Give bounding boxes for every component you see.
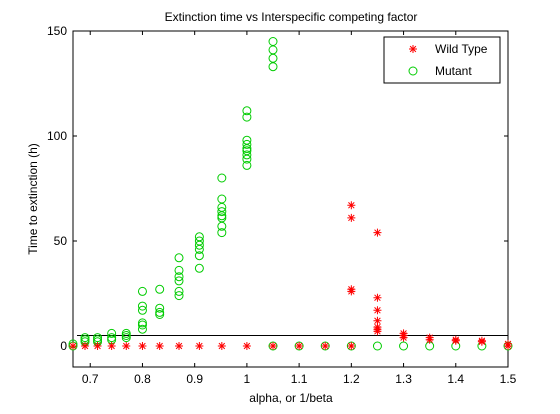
mutant-point bbox=[194, 251, 204, 261]
wild-type-point bbox=[217, 342, 226, 350]
mutant-point bbox=[242, 150, 252, 160]
mutant-point bbox=[107, 333, 117, 343]
x-tick-label: 1.2 bbox=[343, 372, 360, 386]
wild-type-point bbox=[295, 342, 304, 350]
wild-type-point bbox=[373, 327, 382, 336]
wild-type-point bbox=[373, 228, 382, 237]
x-tick-label: 1.1 bbox=[291, 372, 308, 386]
mutant-point bbox=[217, 173, 227, 183]
y-tick-label: 0 bbox=[60, 339, 67, 353]
mutant-point bbox=[80, 333, 90, 343]
mutant-point bbox=[174, 272, 184, 282]
wild-type-point bbox=[93, 342, 102, 350]
mutant-point bbox=[174, 265, 184, 275]
wild-type-point bbox=[477, 336, 486, 345]
mutant-point bbox=[217, 207, 227, 217]
wild-type-point bbox=[107, 342, 116, 350]
mutant-point bbox=[217, 213, 227, 223]
y-axis-label: Time to extinction (h) bbox=[26, 143, 40, 255]
wild-type-point bbox=[347, 342, 356, 350]
chart-title: Extinction time vs Interspecific competi… bbox=[165, 10, 418, 24]
x-tick-label: 1.3 bbox=[395, 372, 412, 386]
x-axis-label: alpha, or 1/beta bbox=[249, 391, 333, 405]
legend-label-wild-type: Wild Type bbox=[435, 42, 488, 56]
mutant-point bbox=[137, 286, 147, 296]
mutant-point bbox=[174, 286, 184, 296]
mutant-point bbox=[174, 276, 184, 286]
legend-circle-glyph bbox=[408, 66, 418, 76]
wild-type-point bbox=[122, 342, 131, 350]
wild-type-point bbox=[81, 342, 90, 350]
mutant-point bbox=[399, 341, 409, 351]
mutant-point bbox=[242, 135, 252, 145]
wild-type-point bbox=[195, 342, 204, 350]
legend-star-glyph bbox=[409, 45, 417, 53]
mutant-point bbox=[174, 291, 184, 301]
y-axis: 0 50 100 150 bbox=[47, 24, 508, 353]
mutant-point bbox=[121, 328, 131, 338]
mutant-point bbox=[121, 331, 131, 340]
wild-type-point bbox=[347, 287, 356, 296]
wild-type-point bbox=[504, 342, 512, 350]
wild-type-point bbox=[269, 342, 278, 350]
mutant-point bbox=[217, 228, 227, 238]
mutant-point bbox=[121, 333, 131, 343]
wild-type-point bbox=[155, 342, 164, 350]
wild-type-point bbox=[347, 201, 356, 210]
mutant-point bbox=[194, 232, 204, 242]
wild-type-point bbox=[138, 342, 147, 350]
legend-marker-wild-type bbox=[409, 45, 417, 53]
mutant-point bbox=[372, 341, 382, 351]
mutant-point bbox=[107, 328, 117, 338]
mutant-point bbox=[242, 112, 252, 122]
mutant-point bbox=[217, 194, 227, 204]
legend: Wild Type Mutant bbox=[383, 36, 501, 84]
mutant-point bbox=[93, 333, 103, 343]
x-tick-label: 1.4 bbox=[447, 372, 464, 386]
mutant-point bbox=[137, 301, 147, 311]
plot-area bbox=[72, 30, 509, 368]
mutant-point bbox=[242, 139, 252, 149]
y-tick-label: 150 bbox=[47, 24, 67, 38]
x-tick-label: 0.8 bbox=[134, 372, 151, 386]
mutant-point bbox=[242, 160, 252, 170]
y-tick-label: 100 bbox=[47, 129, 67, 143]
wild-type-point bbox=[175, 342, 184, 350]
mutant-point bbox=[174, 253, 184, 263]
x-tick-label: 0.9 bbox=[186, 372, 203, 386]
x-axis: 0.7 0.8 0.9 1 1.1 1.2 1.3 1.4 1.5 bbox=[82, 31, 517, 386]
mutant-point bbox=[137, 305, 147, 315]
mutant-point bbox=[242, 146, 252, 156]
wild-type-point bbox=[321, 342, 330, 350]
mutant-point bbox=[137, 324, 147, 334]
y-tick-label: 50 bbox=[54, 234, 68, 248]
wild-type-point bbox=[242, 342, 251, 350]
x-tick-label: 1.5 bbox=[500, 372, 517, 386]
wild-type-point bbox=[373, 316, 382, 325]
x-tick-label: 0.7 bbox=[82, 372, 99, 386]
legend-marker-mutant bbox=[408, 66, 418, 76]
wild-type-point bbox=[373, 293, 382, 302]
mutant-point bbox=[155, 303, 165, 313]
series-layer bbox=[68, 37, 513, 351]
mutant-point bbox=[194, 236, 204, 246]
wild-type-point bbox=[347, 213, 356, 222]
x-tick-label: 1 bbox=[244, 372, 251, 386]
wild-type-point bbox=[373, 306, 382, 315]
mutant-point bbox=[137, 320, 147, 330]
mutant-point bbox=[155, 307, 165, 317]
mutant-point bbox=[194, 263, 204, 273]
mutant-point bbox=[268, 37, 278, 46]
wild-type-point bbox=[451, 336, 460, 345]
legend-box bbox=[383, 36, 501, 84]
mutant-point bbox=[137, 318, 147, 328]
wild-type-point bbox=[399, 333, 408, 342]
wild-type-point bbox=[69, 342, 77, 350]
mutant-point bbox=[155, 284, 165, 294]
legend-label-mutant: Mutant bbox=[435, 64, 472, 78]
mutant-point bbox=[242, 106, 252, 116]
wild-type-point bbox=[425, 335, 434, 344]
mutant-point bbox=[155, 310, 165, 319]
